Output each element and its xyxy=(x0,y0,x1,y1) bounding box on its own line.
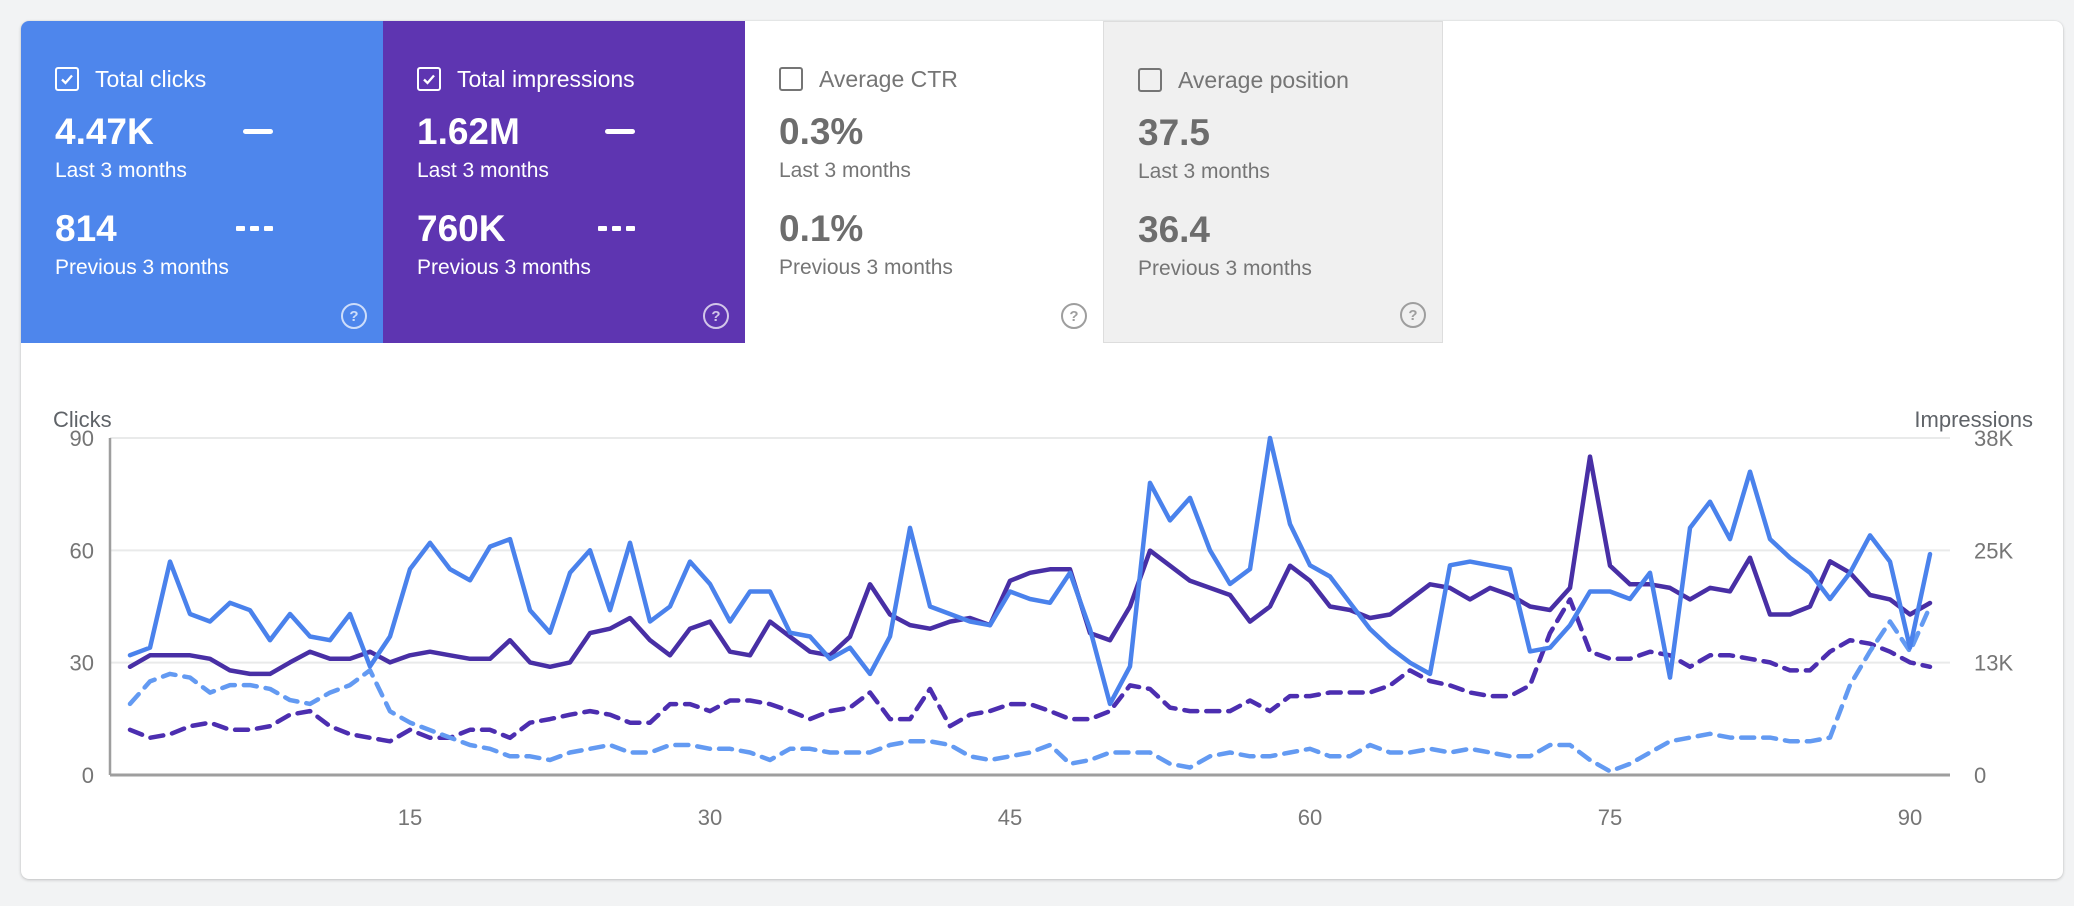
secondary-value-row: 36.4 xyxy=(1138,211,1356,248)
x-axis-tick: 45 xyxy=(998,805,1022,830)
y-axis-tick-left: 60 xyxy=(70,538,94,563)
x-axis-tick: 30 xyxy=(698,805,722,830)
help-icon[interactable]: ? xyxy=(341,303,367,329)
y-axis-tick-right: 25K xyxy=(1974,538,2013,563)
performance-panel: Total clicks 4.47K Last 3 months 814 Pre… xyxy=(21,21,2063,879)
metric-cards-row: Total clicks 4.47K Last 3 months 814 Pre… xyxy=(21,21,2063,343)
primary-value: 0.3% xyxy=(779,111,864,152)
secondary-value: 760K xyxy=(417,208,506,249)
secondary-value: 36.4 xyxy=(1138,209,1211,250)
primary-value-row: 1.62M xyxy=(417,113,635,150)
series-line-clicks-last-3-months xyxy=(127,435,1933,707)
series-line-impressions-previous-3-months xyxy=(127,597,1933,744)
secondary-value: 0.1% xyxy=(779,208,864,249)
primary-value-row: 0.3% xyxy=(779,113,997,150)
x-axis-tick: 75 xyxy=(1598,805,1622,830)
series-line-impressions-last-3-months xyxy=(127,454,1933,677)
primary-value-row: 4.47K xyxy=(55,113,273,150)
help-icon[interactable]: ? xyxy=(703,303,729,329)
primary-value: 37.5 xyxy=(1138,112,1211,153)
primary-value: 4.47K xyxy=(55,111,154,152)
card-label: Average position xyxy=(1178,66,1349,93)
secondary-value: 814 xyxy=(55,208,117,249)
secondary-caption: Previous 3 months xyxy=(779,256,953,279)
primary-value-row: 37.5 xyxy=(1138,114,1356,151)
checkmark-icon xyxy=(61,74,73,85)
solid-line-swatch-icon xyxy=(243,129,273,134)
primary-caption: Last 3 months xyxy=(1138,160,1270,183)
x-axis-tick: 60 xyxy=(1298,805,1322,830)
help-icon[interactable]: ? xyxy=(1061,303,1087,329)
card-label: Total clicks xyxy=(95,65,207,92)
card-header: Average CTR xyxy=(779,67,1103,91)
right-axis-title: Impressions xyxy=(1914,407,2033,432)
y-axis-tick-right: 38K xyxy=(1974,426,2013,451)
total-impressions-checkbox[interactable] xyxy=(417,67,441,91)
total-clicks-checkbox[interactable] xyxy=(55,67,79,91)
primary-caption: Last 3 months xyxy=(779,159,911,182)
secondary-value-row: 760K xyxy=(417,210,635,247)
secondary-caption: Previous 3 months xyxy=(1138,257,1312,280)
dashed-line-swatch-icon xyxy=(598,226,635,231)
series-line-clicks-previous-3-months xyxy=(127,604,1933,774)
x-axis-tick: 15 xyxy=(398,805,422,830)
y-axis-tick-left: 30 xyxy=(70,651,94,676)
primary-caption: Last 3 months xyxy=(417,159,549,182)
secondary-caption: Previous 3 months xyxy=(417,256,591,279)
y-axis-tick-left: 0 xyxy=(82,763,94,788)
performance-chart-svg[interactable]: 90 38K 60 25K 30 13K 0 0 15 30 45 60 75 90 xyxy=(21,343,2063,879)
y-axis-tick-right: 0 xyxy=(1974,763,1986,788)
card-header: Total impressions xyxy=(417,67,745,91)
help-icon[interactable]: ? xyxy=(1400,302,1426,328)
metric-card-total-impressions[interactable]: Total impressions 1.62M Last 3 months 76… xyxy=(383,21,745,343)
checkmark-icon xyxy=(423,74,435,85)
average-ctr-checkbox[interactable] xyxy=(779,67,803,91)
x-axis-tick: 90 xyxy=(1898,805,1922,830)
dashed-line-swatch-icon xyxy=(236,226,273,231)
secondary-value-row: 0.1% xyxy=(779,210,997,247)
card-header: Average position xyxy=(1138,68,1442,92)
metric-card-total-clicks[interactable]: Total clicks 4.47K Last 3 months 814 Pre… xyxy=(21,21,383,343)
secondary-caption: Previous 3 months xyxy=(55,256,229,279)
card-header: Total clicks xyxy=(55,67,383,91)
primary-caption: Last 3 months xyxy=(55,159,187,182)
primary-value: 1.62M xyxy=(417,111,520,152)
average-position-checkbox[interactable] xyxy=(1138,68,1162,92)
secondary-value-row: 814 xyxy=(55,210,273,247)
card-label: Average CTR xyxy=(819,65,958,92)
y-axis-tick-right: 13K xyxy=(1974,651,2013,676)
y-axis-tick-left: 90 xyxy=(70,426,94,451)
left-axis-title: Clicks xyxy=(53,407,112,432)
metric-card-average-ctr[interactable]: Average CTR 0.3% Last 3 months 0.1% Prev… xyxy=(745,21,1103,343)
metric-card-average-position[interactable]: Average position 37.5 Last 3 months 36.4… xyxy=(1103,21,1443,343)
card-label: Total impressions xyxy=(457,65,635,92)
solid-line-swatch-icon xyxy=(605,129,635,134)
